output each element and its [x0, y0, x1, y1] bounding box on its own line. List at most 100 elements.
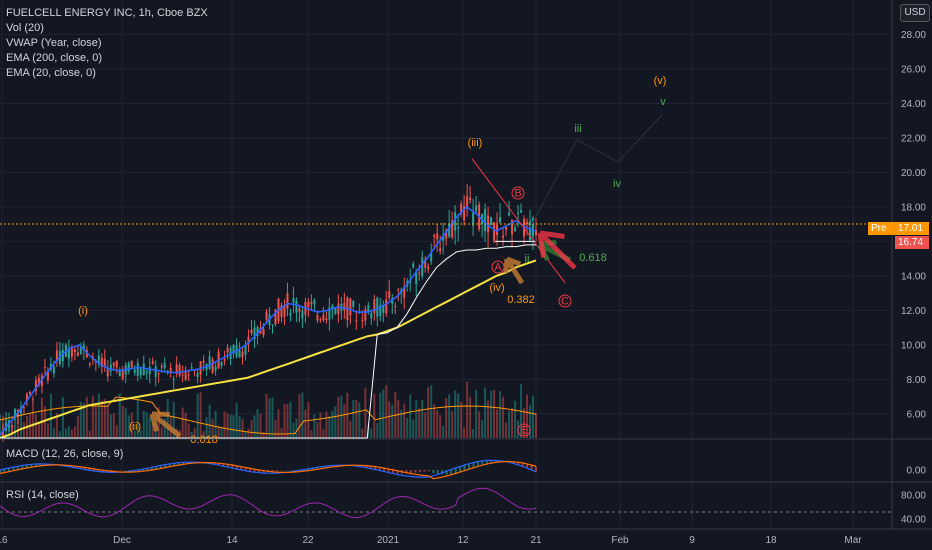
wave-label-ii: (ii): [129, 421, 141, 433]
macd-histogram-bar: [128, 470, 131, 471]
volume-bar: [160, 426, 163, 438]
candle-body: [322, 314, 325, 321]
indicator-ema20[interactable]: EMA (20, close, 0): [6, 67, 96, 79]
x-tick-label: 2021: [377, 535, 400, 546]
candle-body: [439, 247, 442, 252]
candle-body: [526, 221, 529, 225]
candle-body: [247, 336, 250, 345]
candle-body: [460, 203, 463, 214]
x-tick-label: 12: [457, 535, 469, 546]
volume-bar: [304, 409, 307, 438]
volume-bar: [382, 389, 385, 438]
volume-bar: [163, 418, 166, 438]
candle-body: [82, 344, 85, 351]
volume-bar: [502, 396, 505, 438]
indicator-vwap[interactable]: VWAP (Year, close): [6, 37, 102, 49]
volume-bar: [283, 404, 286, 438]
volume-bar: [376, 422, 379, 438]
macd-histogram-bar: [535, 466, 537, 472]
candle-body: [22, 407, 25, 409]
projection-path: [529, 113, 664, 228]
candle-body: [145, 371, 148, 373]
volume-bar: [148, 416, 151, 438]
currency-button[interactable]: USD: [900, 4, 930, 22]
volume-bar: [76, 415, 79, 438]
candle-body: [55, 350, 58, 362]
volume-bar: [358, 402, 361, 438]
volume-bar: [529, 404, 532, 438]
macd-histogram-bar: [182, 462, 185, 465]
candle-body: [52, 366, 55, 374]
candle-body: [298, 308, 301, 312]
wave-label-g-ii: ii: [525, 253, 530, 265]
candle-body: [97, 355, 100, 364]
candle-body: [529, 221, 532, 241]
y-tick-label: 14.00: [901, 271, 926, 282]
volume-bar: [223, 411, 226, 438]
macd-histogram-bar: [289, 470, 292, 471]
volume-bar: [67, 426, 70, 438]
volume-bar: [232, 415, 235, 438]
volume-bar: [220, 427, 223, 438]
indicator-ema200[interactable]: EMA (200, close, 0): [6, 52, 102, 64]
candle-body: [415, 272, 418, 284]
candle-body: [253, 327, 256, 339]
volume-bar: [490, 390, 493, 438]
macd-histogram-bar: [490, 460, 493, 464]
y-tick-label: 22.00: [901, 133, 926, 144]
volume-bar: [337, 397, 340, 438]
candle-body: [196, 372, 199, 377]
volume-bar: [436, 410, 439, 438]
indicator-vol[interactable]: Vol (20): [6, 22, 44, 34]
candle-body: [385, 299, 388, 314]
macd-histogram-bar: [253, 469, 256, 473]
macd-histogram-bar: [235, 465, 238, 470]
candle-body: [112, 362, 115, 366]
candle-body: [367, 305, 370, 312]
volume-bar: [127, 415, 130, 438]
macd-histogram-bar: [526, 463, 529, 469]
candle-body: [373, 299, 376, 313]
candle-body: [376, 297, 379, 317]
macd-histogram-bar: [34, 464, 37, 467]
rsi-legend[interactable]: RSI (14, close): [6, 489, 79, 501]
macd-histogram-bar: [115, 470, 118, 471]
volume-bar: [511, 408, 514, 438]
volume-bar: [409, 394, 412, 438]
macd-histogram-bar: [173, 463, 176, 466]
candle-body: [433, 235, 436, 238]
volume-bar: [115, 425, 118, 438]
volume-bar: [61, 397, 64, 438]
volume-bar: [427, 386, 430, 438]
candle-body: [430, 253, 433, 262]
volume-bar: [73, 426, 76, 438]
volume-bar: [229, 414, 232, 438]
volume-bar: [319, 412, 322, 438]
macd-histogram-bar: [280, 470, 283, 471]
volume-bar: [166, 398, 169, 438]
chart-legend: FUELCELL ENERGY INC, 1h, Cboe BZX Vol (2…: [6, 6, 208, 81]
volume-bar: [397, 399, 400, 438]
candle-body: [187, 374, 190, 376]
macd-histogram-bar: [70, 465, 73, 468]
volume-bar: [253, 415, 256, 438]
macd-histogram-bar: [405, 470, 408, 474]
macd-histogram-bar: [39, 463, 42, 466]
candle-body: [475, 205, 478, 212]
chart-title[interactable]: FUELCELL ENERGY INC, 1h, Cboe BZX: [6, 7, 208, 19]
candle-body: [535, 229, 537, 235]
macd-histogram-bar: [423, 470, 426, 472]
candle-body: [184, 370, 187, 380]
candle-body: [61, 349, 64, 361]
volume-bar: [457, 393, 460, 438]
macd-legend[interactable]: MACD (12, 26, close, 9): [6, 448, 124, 460]
macd-histogram-bar: [418, 470, 421, 473]
volume-bar: [208, 404, 211, 438]
rsi-line: [0, 487, 537, 519]
macd-histogram-bar: [329, 465, 332, 468]
candle-body: [148, 366, 151, 375]
volume-bar: [373, 393, 376, 438]
wave-label-c-circle: [558, 294, 572, 308]
fib-382: 0.382: [507, 294, 535, 306]
